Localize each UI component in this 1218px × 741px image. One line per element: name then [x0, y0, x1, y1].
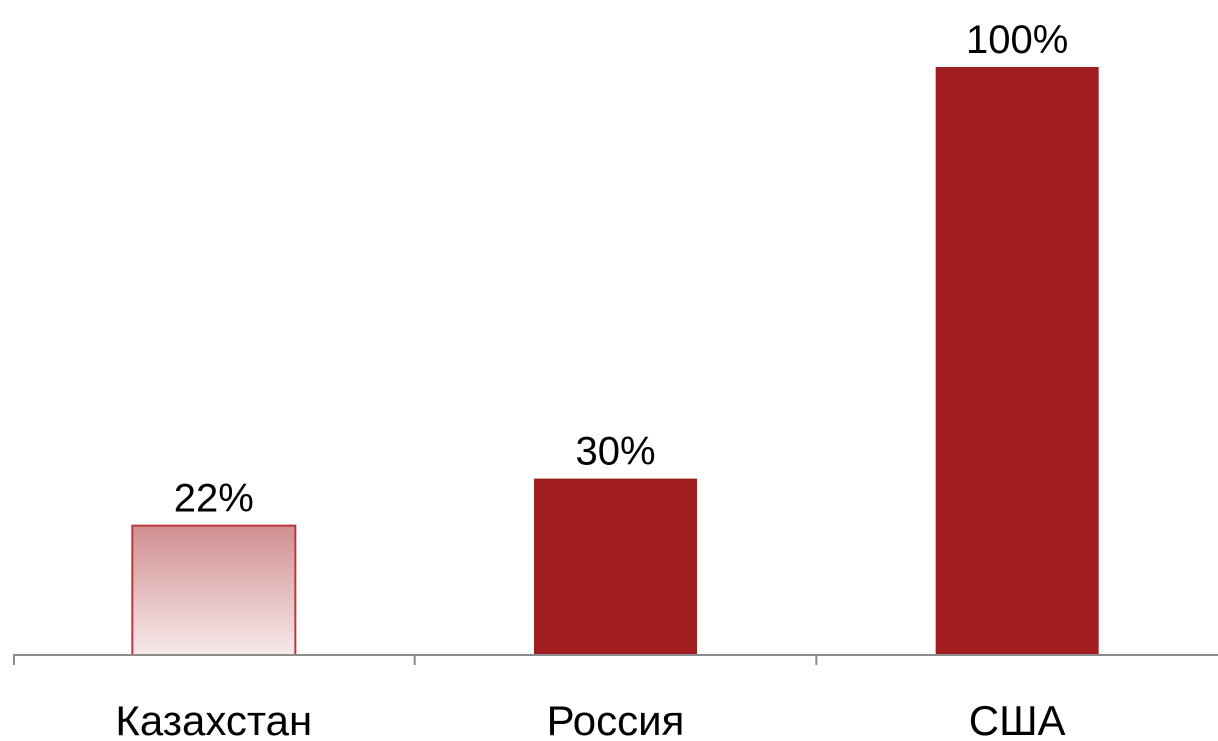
labels-layer: 22% Казахстан 30% Россия 100% США — [115, 18, 1068, 741]
category-label-3: США — [969, 697, 1066, 741]
bar-2 — [534, 478, 697, 655]
data-label-2: 30% — [575, 430, 655, 474]
category-label-2: Россия — [547, 697, 685, 741]
bar-1 — [131, 524, 297, 657]
x-axis — [13, 654, 1218, 665]
data-label-1: 22% — [174, 477, 254, 521]
bar-3 — [935, 67, 1099, 655]
category-label-1: Казахстан — [115, 697, 312, 741]
data-label-3: 100% — [966, 18, 1068, 62]
bars-layer — [131, 67, 1099, 657]
